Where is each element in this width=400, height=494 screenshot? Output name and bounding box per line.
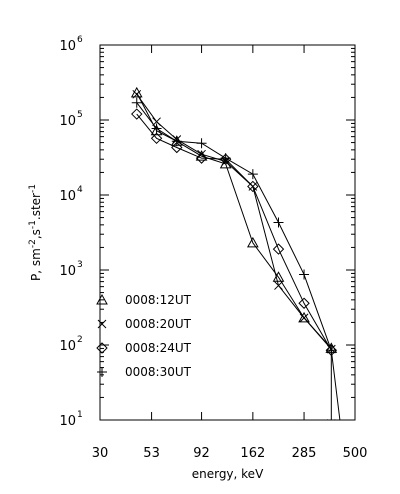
plus-marker	[131, 97, 142, 108]
x-marker	[326, 419, 336, 420]
series-line	[136, 102, 341, 420]
diamond-marker	[96, 342, 108, 354]
y-tick-label: 10	[59, 414, 76, 429]
plus-marker	[326, 345, 337, 356]
triangle-marker	[96, 293, 108, 305]
plus-marker	[336, 427, 346, 437]
triangle-marker	[247, 236, 259, 248]
y-axis-title-part: P, sm	[29, 248, 43, 281]
y-tick-label: 10	[59, 264, 76, 279]
diamond-marker	[131, 108, 143, 120]
legend-entry-1: 0008:12UT	[96, 293, 192, 307]
x-marker	[299, 313, 309, 323]
x-tick-label: 92	[193, 446, 210, 461]
y-axis-title-part: .ster	[29, 193, 43, 220]
y-axis-title: P, sm-2,s-1.ster-1	[28, 184, 43, 281]
series-line	[136, 94, 332, 420]
y-tick-exponent: 3	[77, 260, 83, 270]
legend-entry-4: 0008:30UT	[97, 365, 192, 379]
y-tick-exponent: 5	[77, 110, 83, 120]
legend-entry-3: 0008:24UT	[96, 341, 192, 355]
y-tick-exponent: 1	[77, 410, 83, 420]
x-tick-label: 285	[292, 446, 317, 461]
y-axis-title-part: ,s	[29, 229, 43, 239]
plus-marker	[97, 367, 107, 377]
y-tick-label: 10	[59, 189, 76, 204]
plot-frame	[99, 44, 356, 421]
plus-marker	[220, 153, 231, 164]
legend: 0008:12UT 0008:20UT 0008:24UT 0008:30UT	[96, 293, 192, 379]
plus-marker	[171, 136, 182, 147]
y-axis-title-exponent: -1	[28, 220, 38, 229]
triangle-marker	[130, 86, 143, 98]
diamond-marker	[150, 132, 163, 145]
legend-label: 0008:12UT	[125, 293, 192, 307]
diamond-marker	[247, 180, 259, 193]
y-tick-exponent: 6	[77, 35, 83, 45]
plus-marker	[247, 169, 258, 180]
y-axis-title-exponent: -2	[28, 239, 38, 248]
legend-label: 0008:20UT	[125, 317, 192, 331]
x-marker	[337, 428, 345, 436]
x-tick-label: 500	[343, 446, 368, 461]
y-tick-label: 10	[59, 339, 76, 354]
triangle-marker	[298, 311, 310, 323]
series-layer	[130, 86, 346, 437]
y-tick-label: 10	[59, 39, 76, 54]
y-tick-exponent: 4	[77, 185, 83, 195]
diamond-marker	[195, 152, 208, 164]
x-tick-label: 30	[92, 446, 109, 461]
diamond-marker	[171, 141, 183, 154]
x-tick-label: 53	[143, 446, 160, 461]
plus-marker	[299, 269, 310, 280]
x-tick-label: 162	[240, 446, 265, 461]
y-tick-label: 10	[59, 114, 76, 129]
y-tick-exponent: 2	[77, 335, 83, 345]
plus-marker	[196, 138, 207, 149]
y-axis-title-exponent: -1	[28, 184, 38, 193]
series-line	[136, 92, 332, 349]
series-1	[130, 86, 338, 353]
legend-label: 0008:30UT	[125, 365, 192, 379]
diamond-marker	[219, 153, 232, 165]
legend-label: 0008:24UT	[125, 341, 192, 355]
x-marker	[132, 89, 142, 99]
x-marker	[274, 281, 283, 290]
series-4	[131, 97, 346, 437]
x-marker	[97, 319, 107, 329]
legend-entry-2: 0008:20UT	[97, 317, 192, 331]
diamond-marker	[272, 243, 285, 255]
plus-marker	[273, 217, 284, 228]
diamond-marker	[298, 297, 310, 309]
x-axis-title: energy, keV	[192, 467, 264, 481]
plus-marker	[151, 123, 162, 134]
